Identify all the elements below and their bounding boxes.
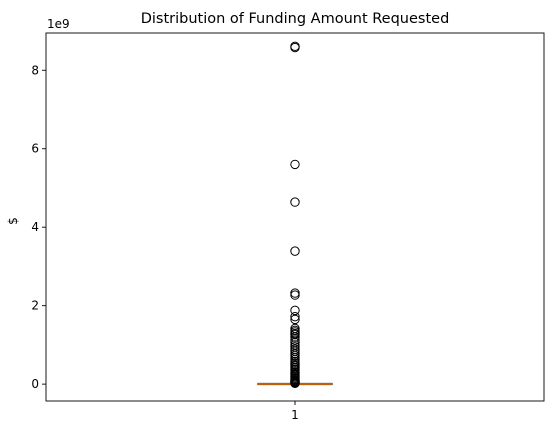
outlier-points	[290, 41, 300, 389]
y-tick-label: 8	[31, 63, 39, 77]
outlier-point	[290, 288, 300, 298]
outlier-point	[290, 314, 300, 325]
outlier-point	[290, 311, 300, 322]
outlier-point	[290, 329, 300, 340]
y-axis-offset-label: 1e9	[47, 17, 70, 31]
outlier-point	[290, 332, 300, 342]
outlier-point	[290, 42, 300, 53]
y-tick-label: 6	[31, 142, 39, 156]
plot-border	[45, 32, 545, 402]
outlier-point	[290, 335, 300, 345]
chart-title: Distribution of Funding Amount Requested	[141, 11, 450, 27]
outlier-point	[290, 305, 300, 316]
outlier-point	[290, 159, 300, 170]
outlier-point	[290, 246, 300, 256]
outlier-point	[290, 197, 300, 207]
outlier-point	[290, 378, 300, 389]
x-axis-ticks: 1	[291, 401, 299, 422]
y-tick-label: 2	[31, 299, 39, 313]
plot-area-frame	[45, 32, 545, 402]
y-tick-label: 0	[31, 377, 39, 391]
x-tick-label: 1	[291, 408, 299, 422]
outlier-point	[290, 290, 300, 300]
y-tick-label: 4	[31, 220, 39, 234]
y-axis-ticks: 0 2 4 6 8	[31, 63, 46, 391]
y-axis-label: $	[6, 217, 20, 225]
